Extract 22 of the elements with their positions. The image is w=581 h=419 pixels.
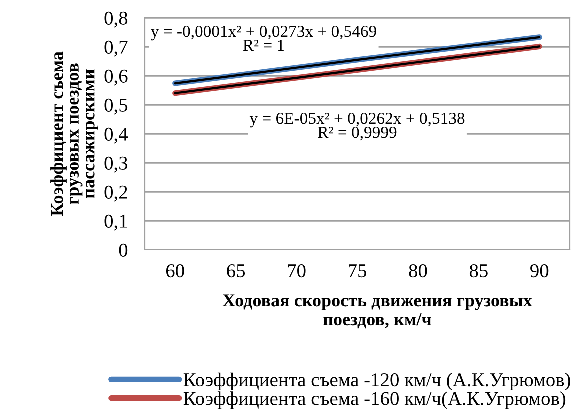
y-tick-label: 0,3 — [104, 156, 128, 173]
annotation: y = 6E-05x² + 0,0262x + 0,5138 R² = 0,9999 — [250, 112, 465, 141]
y-tick-label: 0 — [119, 244, 128, 257]
y-tick-label: 0,6 — [104, 70, 128, 86]
x-tick-label: 85 — [470, 264, 488, 278]
annotation: y = -0,0001x² + 0,0273x + 0,5469 R² = 1 — [151, 26, 376, 52]
x-tick-label: 75 — [349, 264, 366, 278]
x-tick-label: 80 — [409, 264, 428, 278]
x-tick-label: 70 — [288, 264, 306, 278]
y-tick-label: 0,7 — [104, 40, 128, 57]
legend-label: Коэффициента съема -160 км/ч(А.К.Угрюмов) — [184, 392, 566, 410]
x-tick-label: 90 — [530, 264, 549, 278]
y-tick-label: 0,8 — [104, 12, 128, 28]
x-axis-title: Ходовая скорость движения грузовых поездов, км/ч — [222, 294, 532, 329]
y-tick-label: 0,5 — [104, 98, 128, 115]
legend-label: Коэффициента съема -120 км/ч (А.К.Угрюмов) — [184, 372, 570, 391]
x-tick-label: 65 — [227, 264, 246, 278]
x-tick-label: 60 — [166, 264, 184, 278]
y-tick-label: 0,1 — [104, 214, 128, 231]
y-axis-title: Коэффициент съема грузовых поездов пассажирскими — [50, 52, 98, 216]
y-tick-label: 0,4 — [104, 128, 128, 144]
y-tick-label: 0,2 — [104, 186, 128, 202]
